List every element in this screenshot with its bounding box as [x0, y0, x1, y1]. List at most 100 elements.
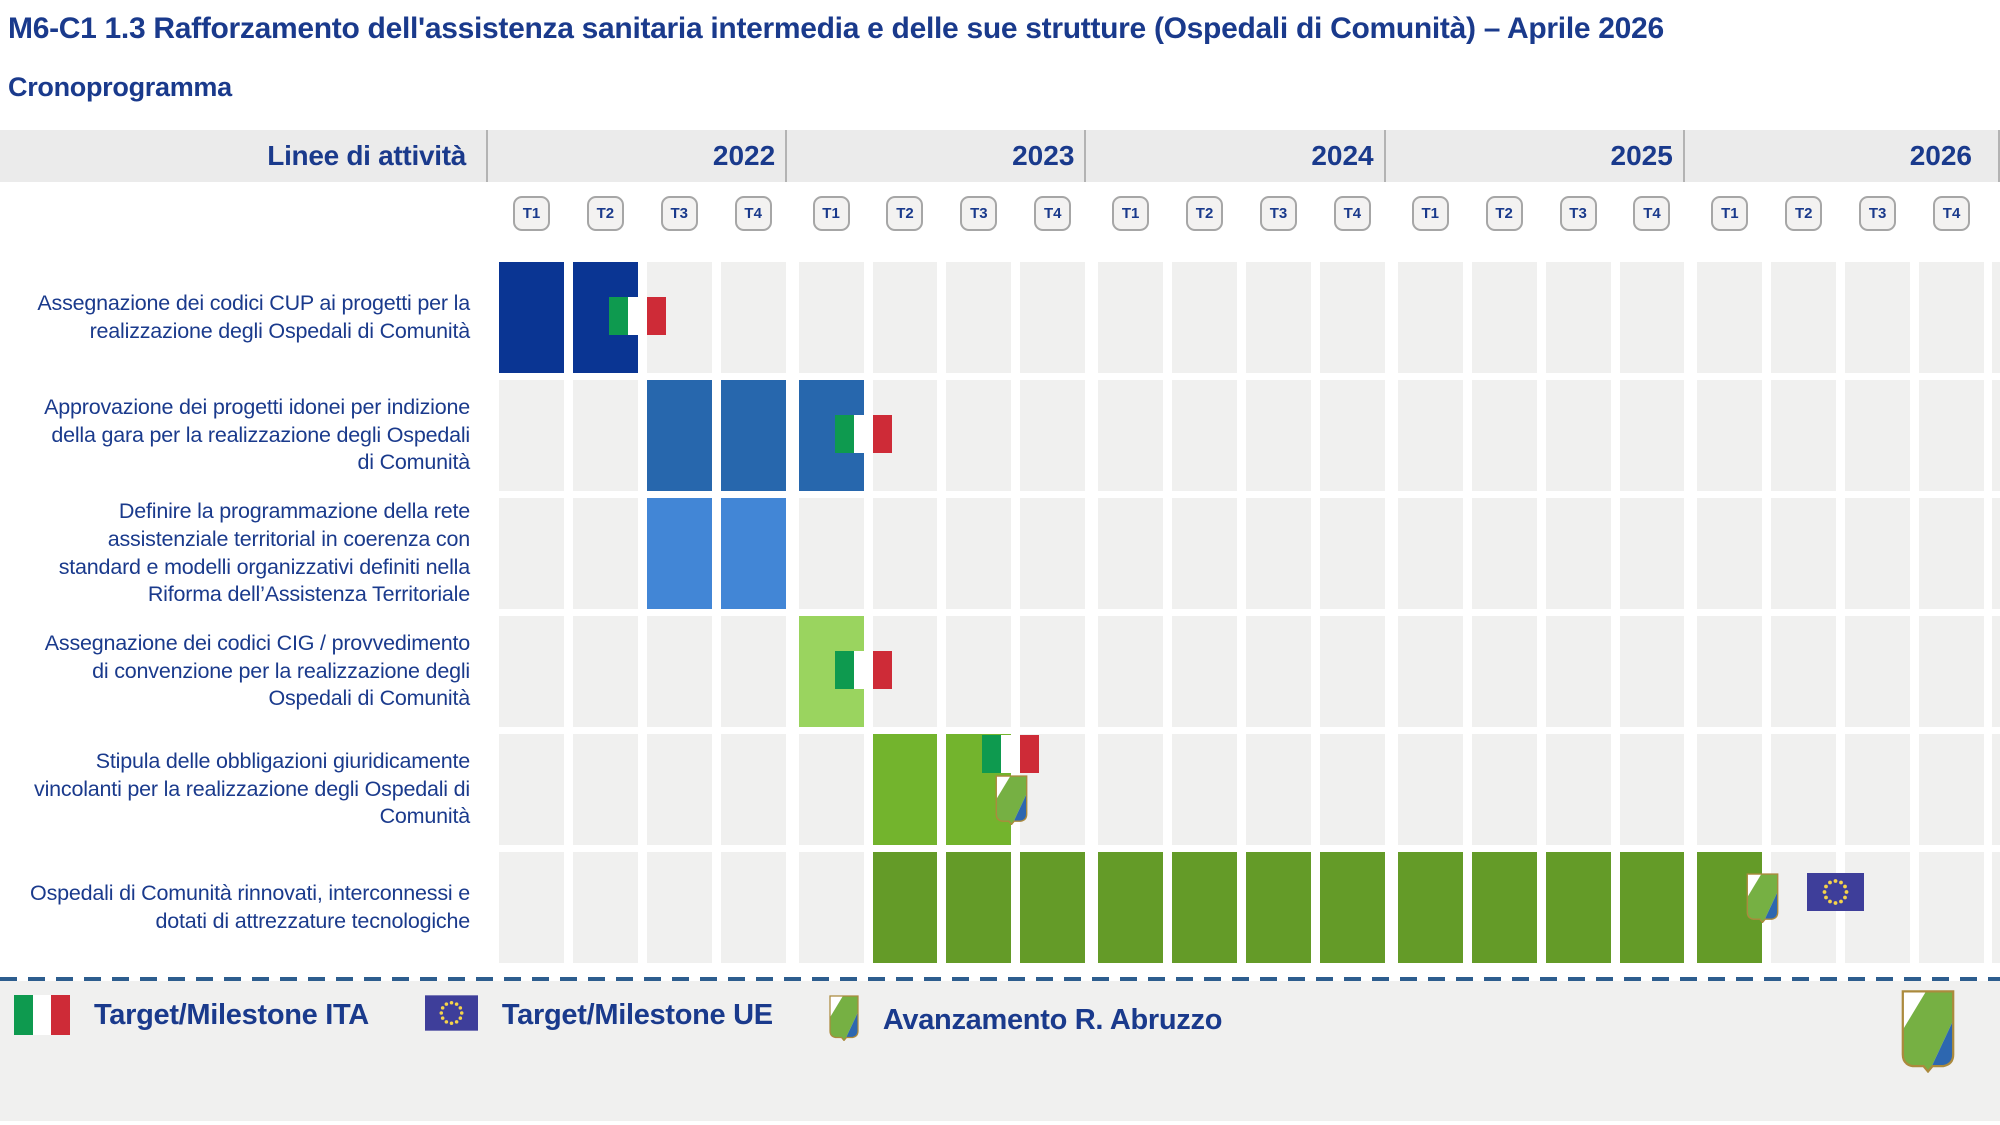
legend-item-3: Avanzamento R. Abruzzo: [829, 995, 1222, 1046]
abruzzo-progress-icon: [829, 995, 859, 1042]
year-cells-2026: [1684, 498, 1984, 609]
cell-2022-T3: [646, 852, 712, 963]
cell-2025-T1: [1397, 262, 1463, 373]
grid-edge-sliver: [1991, 734, 2000, 845]
cell-2026-T1: [1697, 262, 1763, 373]
legend-item-2: Target/Milestone UE: [424, 995, 773, 1036]
quarter-slot-2023-T1: T1: [799, 191, 864, 236]
cell-2026-T2: [1771, 734, 1837, 845]
cell-2022-T4: [720, 852, 786, 963]
quarter-slot-2024-T2: T2: [1172, 191, 1237, 236]
activity-row-4: Assegnazione dei codici CIG / provvedime…: [0, 616, 2000, 727]
cell-2022-T2: [572, 852, 638, 963]
cell-2026-T2: [1771, 616, 1837, 727]
year-cells-2022: [486, 498, 786, 609]
quarter-label-2026-T4: T4: [1933, 196, 1971, 231]
cell-2023-T3: [946, 262, 1012, 373]
cell-2022-T1: [499, 380, 564, 491]
cell-2026-T4: [1919, 380, 1984, 491]
cell-2026-T1: [1697, 380, 1763, 491]
italy-flag-stripe: [853, 651, 873, 689]
cell-2024-T1: [1098, 380, 1164, 491]
cell-2025-T4: [1619, 262, 1685, 373]
year-cells-2022: [486, 852, 786, 963]
bar-2022-T4: [720, 380, 786, 491]
italy-flag-icon: [14, 995, 71, 1035]
grid-edge-sliver: [1991, 616, 2000, 727]
year-header-2025: 2025: [1383, 130, 1683, 182]
quarter-header-spacer: [0, 191, 486, 236]
year-cells-2023: [786, 734, 1086, 845]
bar-2025-T2: [1471, 852, 1537, 963]
quarter-label-2022-T1: T1: [512, 196, 550, 231]
cell-2025-T3: [1545, 380, 1611, 491]
quarter-slot-2025-T4: T4: [1620, 191, 1685, 236]
cell-2026-T1: [1697, 498, 1763, 609]
activity-row-6: Ospedali di Comunità rinnovati, intercon…: [0, 852, 2000, 963]
cell-2026-T2: [1771, 262, 1837, 373]
quarter-slot-2022-T3: T3: [647, 191, 712, 236]
cell-2024-T1: [1098, 498, 1164, 609]
cell-2023-T4: [1020, 498, 1086, 609]
bar-2023-T3: [946, 734, 1040, 845]
quarter-label-2023-T3: T3: [960, 196, 998, 231]
quarter-label-2026-T2: T2: [1785, 196, 1823, 231]
activity-label: Assegnazione dei codici CUP ai progetti …: [37, 290, 470, 343]
cell-2023-T4: [1020, 380, 1086, 491]
cell-2025-T3: [1545, 616, 1611, 727]
quarter-slot-2025-T2: T2: [1472, 191, 1537, 236]
activity-row-3: Definire la programmazione della rete as…: [0, 498, 2000, 609]
year-cells-2023: [786, 498, 1086, 609]
cell-2026-T3: [1845, 734, 1911, 845]
italy-flag-stripe: [834, 415, 854, 453]
italy-flag-stripe: [853, 415, 873, 453]
cell-2026-T4: [1919, 498, 1984, 609]
italy-flag-stripe: [1001, 735, 1021, 773]
quarter-label-2022-T3: T3: [660, 196, 698, 231]
cell-2024-T1: [1098, 734, 1164, 845]
cell-2025-T2: [1471, 380, 1537, 491]
quarter-slot-2022-T4: T4: [721, 191, 786, 236]
cell-2022-T2: [572, 734, 638, 845]
cell-2025-T1: [1397, 734, 1463, 845]
abruzzo-progress-marker: [995, 775, 1028, 830]
eu-flag-icon: [424, 995, 478, 1031]
italy-flag-stripe: [608, 297, 628, 335]
year-cells-2025: [1385, 380, 1685, 491]
table-header-band: Linee di attività 2022 2023 2024 2025 2026: [0, 130, 2000, 182]
cell-2024-T1: [1098, 616, 1164, 727]
legend-separator: [0, 977, 2000, 981]
quarter-group-2026: T1 T2 T3 T4: [1684, 191, 1984, 236]
quarter-slot-2022-T2: T2: [573, 191, 638, 236]
quarter-group-2025: T1 T2 T3 T4: [1385, 191, 1685, 236]
cell-2022-T4: [720, 616, 786, 727]
year-cells-2026: [1684, 380, 1984, 491]
year-cells-2024: [1085, 852, 1385, 963]
cell-2023-T3: [946, 498, 1012, 609]
cell-2026-T4: [1919, 616, 1984, 727]
year-header-2023: 2023: [785, 130, 1084, 182]
grid-edge-sliver: [1991, 498, 2000, 609]
quarter-slot-2023-T3: T3: [946, 191, 1011, 236]
quarter-slot-2025-T3: T3: [1546, 191, 1611, 236]
legend-item-1: Target/Milestone ITA: [14, 995, 369, 1035]
year-cells-2025: [1385, 498, 1685, 609]
quarter-label-2025-T2: T2: [1485, 196, 1523, 231]
quarter-label-2022-T4: T4: [734, 196, 772, 231]
grid-edge-sliver: [1991, 852, 2000, 963]
cell-2022-T4: [720, 734, 786, 845]
legend-label: Target/Milestone ITA: [94, 998, 369, 1031]
italy-flag-stripe: [1020, 735, 1040, 773]
quarter-label-2023-T4: T4: [1034, 196, 1072, 231]
cell-2025-T1: [1397, 380, 1463, 491]
activity-row-1: Assegnazione dei codici CUP ai progetti …: [0, 262, 2000, 373]
italy-flag-stripe: [51, 995, 71, 1035]
activities-column-header: Linee di attività: [267, 140, 466, 171]
abruzzo-coat-of-arms-icon: [1901, 990, 1955, 1074]
bar-2023-T4: [1020, 852, 1086, 963]
quarter-label-2023-T1: T1: [812, 196, 850, 231]
bar-2022-T2: [572, 262, 666, 373]
cell-2024-T4: [1319, 262, 1385, 373]
cell-2022-T4: [720, 262, 786, 373]
cell-2026-T2: [1771, 852, 1865, 963]
